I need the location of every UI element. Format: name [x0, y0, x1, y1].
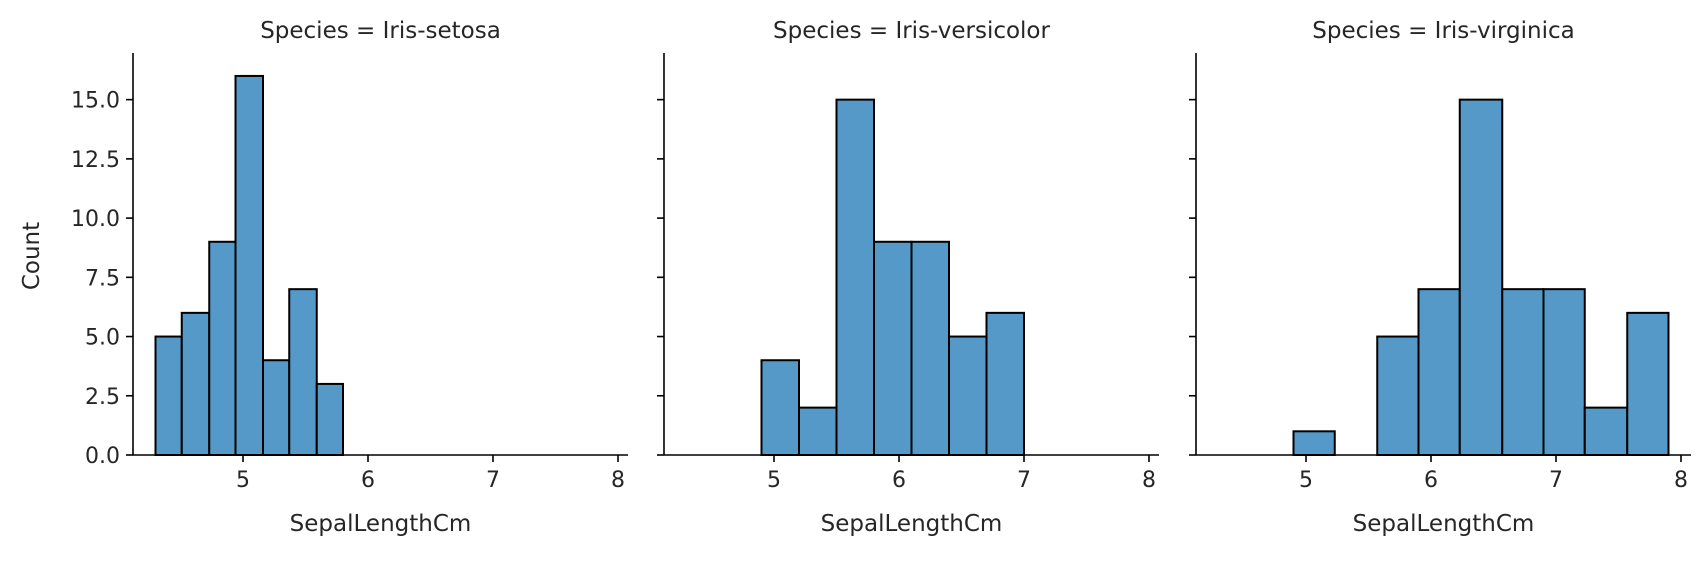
facet-title: Species = Iris-virginica: [1312, 18, 1574, 44]
x-tick-label: 5: [1299, 468, 1313, 493]
x-tick-label: 6: [892, 468, 906, 493]
histogram-bar: [1376, 335, 1420, 456]
x-tick-label: 7: [486, 468, 500, 493]
histogram-bar: [315, 382, 344, 456]
x-axis-label: SepalLengthCm: [290, 511, 472, 537]
histogram-bar: [835, 98, 875, 457]
histogram-bar: [1626, 311, 1670, 456]
y-tick-label: 10.0: [71, 207, 120, 232]
histogram-bar: [180, 311, 211, 456]
histogram-bar: [262, 359, 291, 456]
histogram-bar: [154, 335, 183, 456]
histogram-bar: [1458, 98, 1504, 457]
histogram-bar: [1583, 406, 1629, 456]
x-tick-label: 7: [1549, 468, 1563, 493]
histogram-bar: [1542, 288, 1586, 456]
x-tick-label: 8: [1674, 468, 1688, 493]
histogram-bar: [208, 240, 237, 456]
x-tick-label: 8: [611, 468, 625, 493]
facet-title: Species = Iris-versicolor: [773, 18, 1050, 44]
histogram-bar: [1501, 288, 1545, 456]
histogram-bar: [1292, 430, 1336, 456]
facet-title: Species = Iris-setosa: [260, 18, 501, 44]
histogram-bar: [1417, 288, 1461, 456]
histogram-bar: [288, 288, 318, 456]
histogram-bar: [798, 406, 838, 456]
x-tick-label: 5: [236, 468, 250, 493]
x-tick-label: 6: [1424, 468, 1438, 493]
x-tick-label: 8: [1142, 468, 1156, 493]
x-tick-label: 5: [767, 468, 781, 493]
x-axis-label: SepalLengthCm: [1353, 511, 1535, 537]
histogram-bar: [910, 240, 950, 456]
y-tick-label: 2.5: [85, 385, 120, 410]
y-axis-label: Count: [19, 222, 45, 290]
x-axis-label: SepalLengthCm: [821, 511, 1003, 537]
x-tick-label: 7: [1017, 468, 1031, 493]
histogram-bar: [948, 335, 988, 456]
y-tick-label: 7.5: [85, 266, 120, 291]
y-tick-label: 0.0: [85, 444, 120, 469]
histogram-bar: [985, 311, 1025, 456]
y-tick-label: 12.5: [71, 148, 120, 173]
histogram-bar: [234, 74, 264, 456]
y-tick-label: 15.0: [71, 89, 120, 114]
y-tick-label: 5.0: [85, 326, 120, 351]
histogram-bar: [760, 359, 800, 456]
x-tick-label: 6: [361, 468, 375, 493]
histogram-bar: [873, 240, 913, 456]
